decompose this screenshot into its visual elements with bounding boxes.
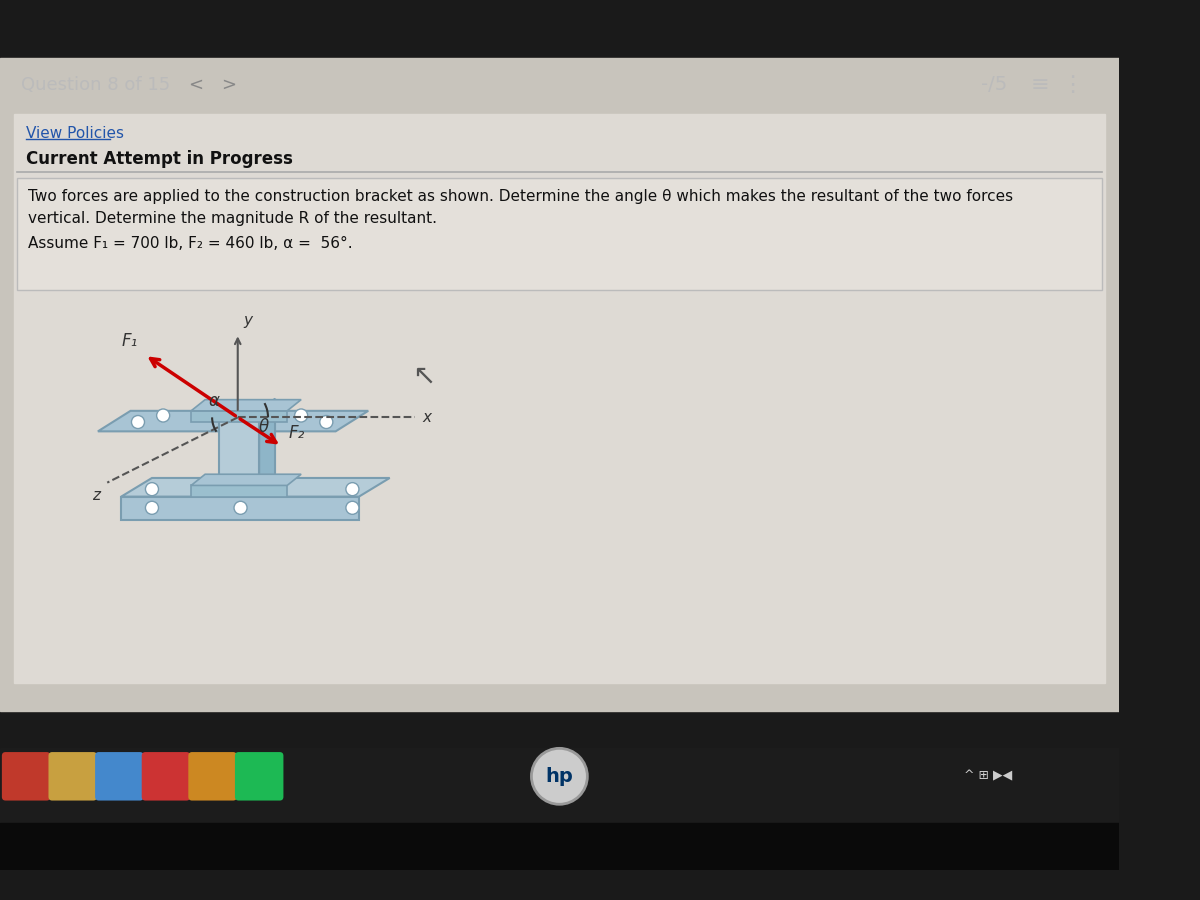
Polygon shape <box>220 410 259 497</box>
Polygon shape <box>191 400 301 410</box>
Polygon shape <box>191 485 287 497</box>
Polygon shape <box>259 399 275 497</box>
Bar <box>14 114 1105 683</box>
Polygon shape <box>121 497 359 520</box>
Text: α: α <box>209 392 220 410</box>
FancyBboxPatch shape <box>235 752 283 800</box>
Text: -/5: -/5 <box>980 75 1007 94</box>
Text: x: x <box>422 410 431 425</box>
Text: z: z <box>91 488 100 503</box>
Text: ≡: ≡ <box>1031 75 1049 94</box>
Circle shape <box>319 416 332 428</box>
Text: vertical. Determine the magnitude R of the resultant.: vertical. Determine the magnitude R of t… <box>28 212 437 226</box>
Bar <box>17 178 1102 290</box>
Bar <box>0 823 1118 869</box>
Text: Two forces are applied to the construction bracket as shown. Determine the angle: Two forces are applied to the constructi… <box>28 189 1013 204</box>
Text: View Policies: View Policies <box>26 125 124 140</box>
Bar <box>0 58 1118 711</box>
Text: <: < <box>188 76 203 94</box>
Text: Question 8 of 15: Question 8 of 15 <box>20 76 169 94</box>
FancyBboxPatch shape <box>48 752 97 800</box>
FancyBboxPatch shape <box>95 752 144 800</box>
Circle shape <box>346 482 359 496</box>
Text: θ: θ <box>259 418 269 436</box>
Bar <box>0 31 1118 58</box>
Polygon shape <box>98 410 368 431</box>
Polygon shape <box>191 410 287 422</box>
Circle shape <box>346 501 359 514</box>
Circle shape <box>145 501 158 514</box>
FancyBboxPatch shape <box>2 752 50 800</box>
Text: Assume F₁ = 700 lb, F₂ = 460 lb, α =  56°.: Assume F₁ = 700 lb, F₂ = 460 lb, α = 56°… <box>28 236 353 250</box>
Bar <box>0 748 1118 823</box>
Circle shape <box>295 409 307 422</box>
Text: F₂: F₂ <box>289 424 305 442</box>
FancyBboxPatch shape <box>142 752 190 800</box>
Text: Current Attempt in Progress: Current Attempt in Progress <box>26 150 293 168</box>
Circle shape <box>145 482 158 496</box>
Text: ↖: ↖ <box>413 362 436 390</box>
Circle shape <box>132 416 144 428</box>
Circle shape <box>234 501 247 514</box>
Text: >: > <box>221 76 236 94</box>
Circle shape <box>157 409 169 422</box>
Text: F₁: F₁ <box>121 332 138 350</box>
FancyBboxPatch shape <box>188 752 236 800</box>
Text: y: y <box>244 313 252 328</box>
Text: hp: hp <box>546 767 574 786</box>
Text: ⋮: ⋮ <box>1061 75 1084 94</box>
Polygon shape <box>121 478 390 497</box>
Polygon shape <box>191 474 301 485</box>
Text: ^ ⊞ ▶◀: ^ ⊞ ▶◀ <box>964 770 1013 783</box>
Circle shape <box>532 748 587 805</box>
